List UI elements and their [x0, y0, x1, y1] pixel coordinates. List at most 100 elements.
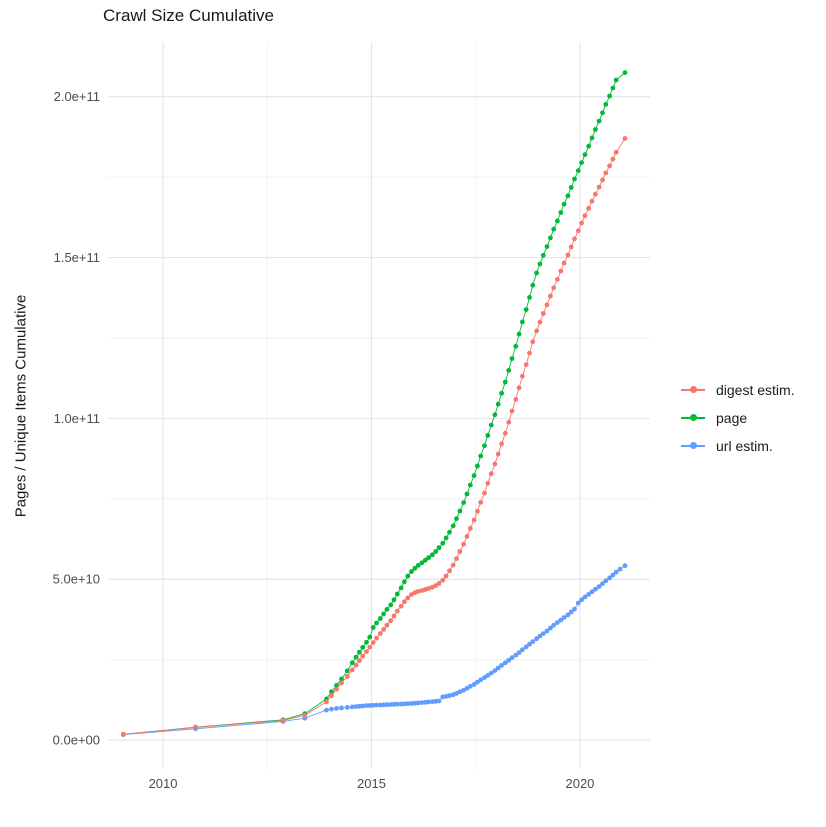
data-point: [513, 343, 519, 349]
data-point: [485, 480, 491, 486]
data-point: [534, 636, 539, 642]
data-point: [464, 491, 470, 497]
data-point: [540, 631, 546, 636]
data-point: [572, 606, 577, 612]
legend-label-url-estim: url estim.: [716, 437, 773, 454]
data-point: [516, 385, 522, 391]
data-point: [589, 589, 595, 595]
data-point: [523, 644, 529, 650]
data-point: [324, 707, 329, 713]
data-point: [568, 609, 574, 615]
data-point: [374, 620, 379, 626]
data-point: [582, 152, 588, 158]
data-point: [475, 463, 480, 469]
data-point: [426, 555, 431, 561]
data-point: [492, 412, 498, 418]
chart-title: Crawl Size Cumulative: [103, 6, 274, 25]
data-point: [457, 508, 463, 514]
y-tick-label: 1.0e+11: [54, 411, 100, 426]
data-point: [334, 683, 339, 688]
data-point: [334, 706, 339, 711]
data-point: [415, 563, 421, 568]
data-point: [622, 70, 628, 75]
data-point: [561, 260, 567, 266]
data-point: [482, 490, 487, 496]
data-point: [367, 644, 373, 650]
page-marker-icon: [681, 413, 705, 423]
data-point: [193, 725, 199, 730]
data-point: [544, 302, 550, 308]
data-point: [349, 704, 355, 710]
data-point: [471, 517, 477, 523]
digest-estim-marker-icon: [681, 385, 705, 395]
data-point: [467, 683, 473, 689]
data-point: [381, 627, 386, 632]
data-point: [527, 350, 532, 356]
data-point: [509, 408, 515, 414]
data-point: [388, 618, 394, 624]
data-point: [121, 731, 126, 737]
y-tick-label: 2.0e+11: [54, 89, 100, 104]
data-point: [499, 441, 504, 447]
data-point: [565, 252, 571, 258]
data-point: [398, 603, 404, 609]
data-point: [589, 135, 595, 141]
data-point: [600, 110, 605, 116]
data-point: [443, 535, 449, 541]
data-point: [384, 702, 390, 708]
data-point: [415, 589, 421, 594]
data-point: [530, 282, 536, 288]
data-point: [596, 184, 602, 190]
data-point: [339, 680, 344, 686]
series-digest-estim-line: [123, 138, 626, 735]
data-point: [443, 573, 449, 579]
series-url-estim: [121, 563, 628, 737]
data-point: [551, 622, 557, 628]
data-point: [426, 586, 431, 591]
data-point: [454, 516, 459, 522]
data-point: [492, 461, 498, 467]
legend-label-digest-estim: digest estim.: [716, 381, 795, 398]
data-point: [405, 595, 411, 601]
data-point: [613, 569, 619, 575]
data-point: [544, 244, 550, 250]
data-point: [384, 607, 390, 612]
data-point: [607, 575, 612, 581]
data-point: [329, 693, 334, 699]
data-point: [513, 652, 519, 658]
data-point: [596, 118, 602, 124]
data-point: [349, 667, 355, 673]
data-point: [572, 176, 577, 182]
data-point: [436, 698, 442, 704]
data-point: [495, 665, 501, 671]
minor-gridlines: [108, 42, 650, 769]
data-point: [329, 706, 334, 712]
data-point: [454, 556, 459, 561]
data-point: [558, 617, 564, 623]
data-point: [561, 201, 567, 207]
data-point: [280, 718, 286, 723]
data-point: [523, 307, 529, 312]
data-point: [593, 191, 598, 197]
data-point: [502, 430, 508, 436]
data-point: [402, 599, 407, 605]
data-point: [344, 668, 350, 674]
data-point: [568, 244, 574, 250]
data-point: [357, 649, 362, 655]
data-point: [478, 453, 484, 459]
legend: digest estim. page url estim.: [681, 380, 795, 455]
data-point: [582, 594, 588, 600]
data-point: [534, 328, 539, 334]
data-point: [391, 597, 397, 603]
data-point: [555, 277, 560, 282]
data-point: [339, 676, 344, 682]
data-point: [600, 177, 605, 183]
data-point: [412, 565, 418, 571]
data-point: [509, 356, 515, 361]
data-point: [586, 591, 592, 597]
x-tick-labels: 2010 2015 2020: [149, 776, 595, 791]
data-point: [537, 261, 543, 267]
data-point: [499, 390, 504, 396]
data-point: [374, 702, 379, 708]
